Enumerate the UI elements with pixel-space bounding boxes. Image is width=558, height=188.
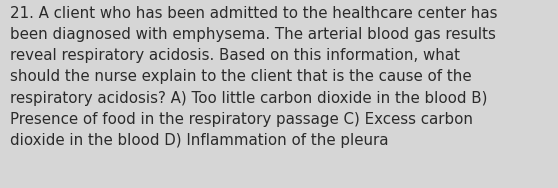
Text: 21. A client who has been admitted to the healthcare center has
been diagnosed w: 21. A client who has been admitted to th… [10, 6, 498, 148]
